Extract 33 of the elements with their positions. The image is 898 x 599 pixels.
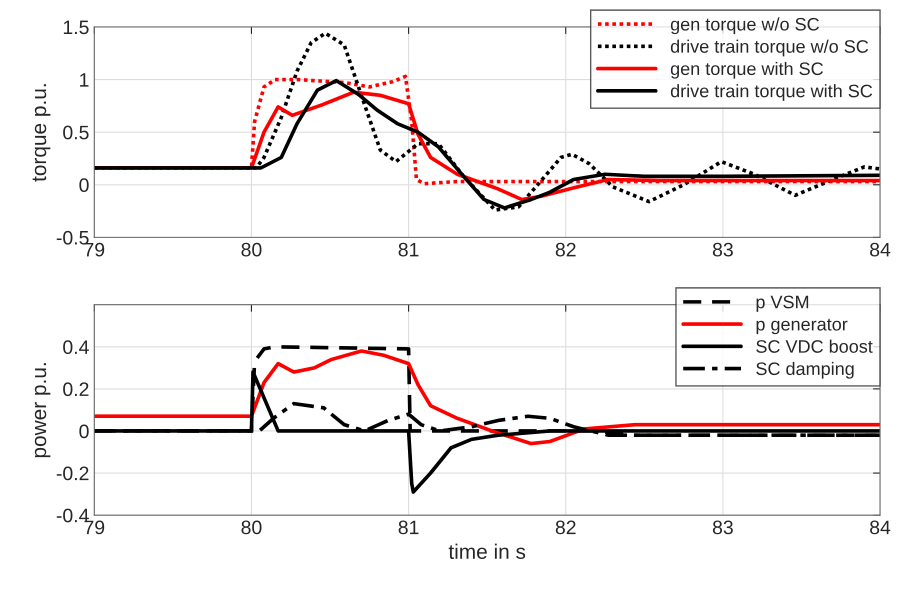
y-axis-title: torque p.u. bbox=[32, 84, 50, 182]
y-tick-label: 0.2 bbox=[63, 382, 88, 396]
y-tick-label: -0.2 bbox=[56, 466, 88, 480]
x-tick-label: 79 bbox=[84, 242, 104, 257]
x-tick-label: 80 bbox=[241, 242, 262, 257]
legend-label: SC damping bbox=[756, 362, 854, 379]
x-tick-label: 81 bbox=[398, 520, 418, 534]
x-tick-label: 80 bbox=[241, 520, 262, 534]
legend-label: gen torque with SC bbox=[670, 62, 823, 79]
legend-label: p VSM bbox=[756, 296, 808, 312]
x-tick-label: 83 bbox=[712, 520, 733, 534]
x-tick-label: 79 bbox=[84, 520, 104, 534]
y-tick-label: 0 bbox=[79, 178, 89, 192]
legend-label: gen torque w/o SC bbox=[670, 17, 819, 34]
y-tick-label: 0.5 bbox=[63, 126, 89, 140]
legend-label: drive train torque with SC bbox=[670, 84, 872, 101]
x-tick-label: 83 bbox=[712, 242, 733, 257]
x-tick-label: 82 bbox=[556, 520, 576, 534]
y-tick-label: 1 bbox=[80, 73, 88, 87]
x-axis-title: time in s bbox=[448, 544, 526, 559]
y-tick-label: 0.4 bbox=[63, 340, 89, 354]
y-tick-label: -0.4 bbox=[56, 508, 89, 522]
legend-label: SC VDC boost bbox=[756, 340, 873, 353]
y-tick-label: -0.5 bbox=[56, 230, 89, 245]
y-axis-title: power p.u. bbox=[34, 363, 50, 458]
x-tick-label: 84 bbox=[870, 520, 890, 534]
y-tick-label: 1.5 bbox=[64, 20, 89, 34]
y-tick-label: 0 bbox=[79, 424, 89, 438]
x-tick-label: 81 bbox=[398, 242, 418, 257]
x-tick-label: 82 bbox=[556, 242, 576, 257]
legend-label: p generator bbox=[756, 318, 848, 334]
x-tick-label: 84 bbox=[870, 242, 890, 257]
legend-label: drive train torque w/o SC bbox=[670, 40, 868, 56]
